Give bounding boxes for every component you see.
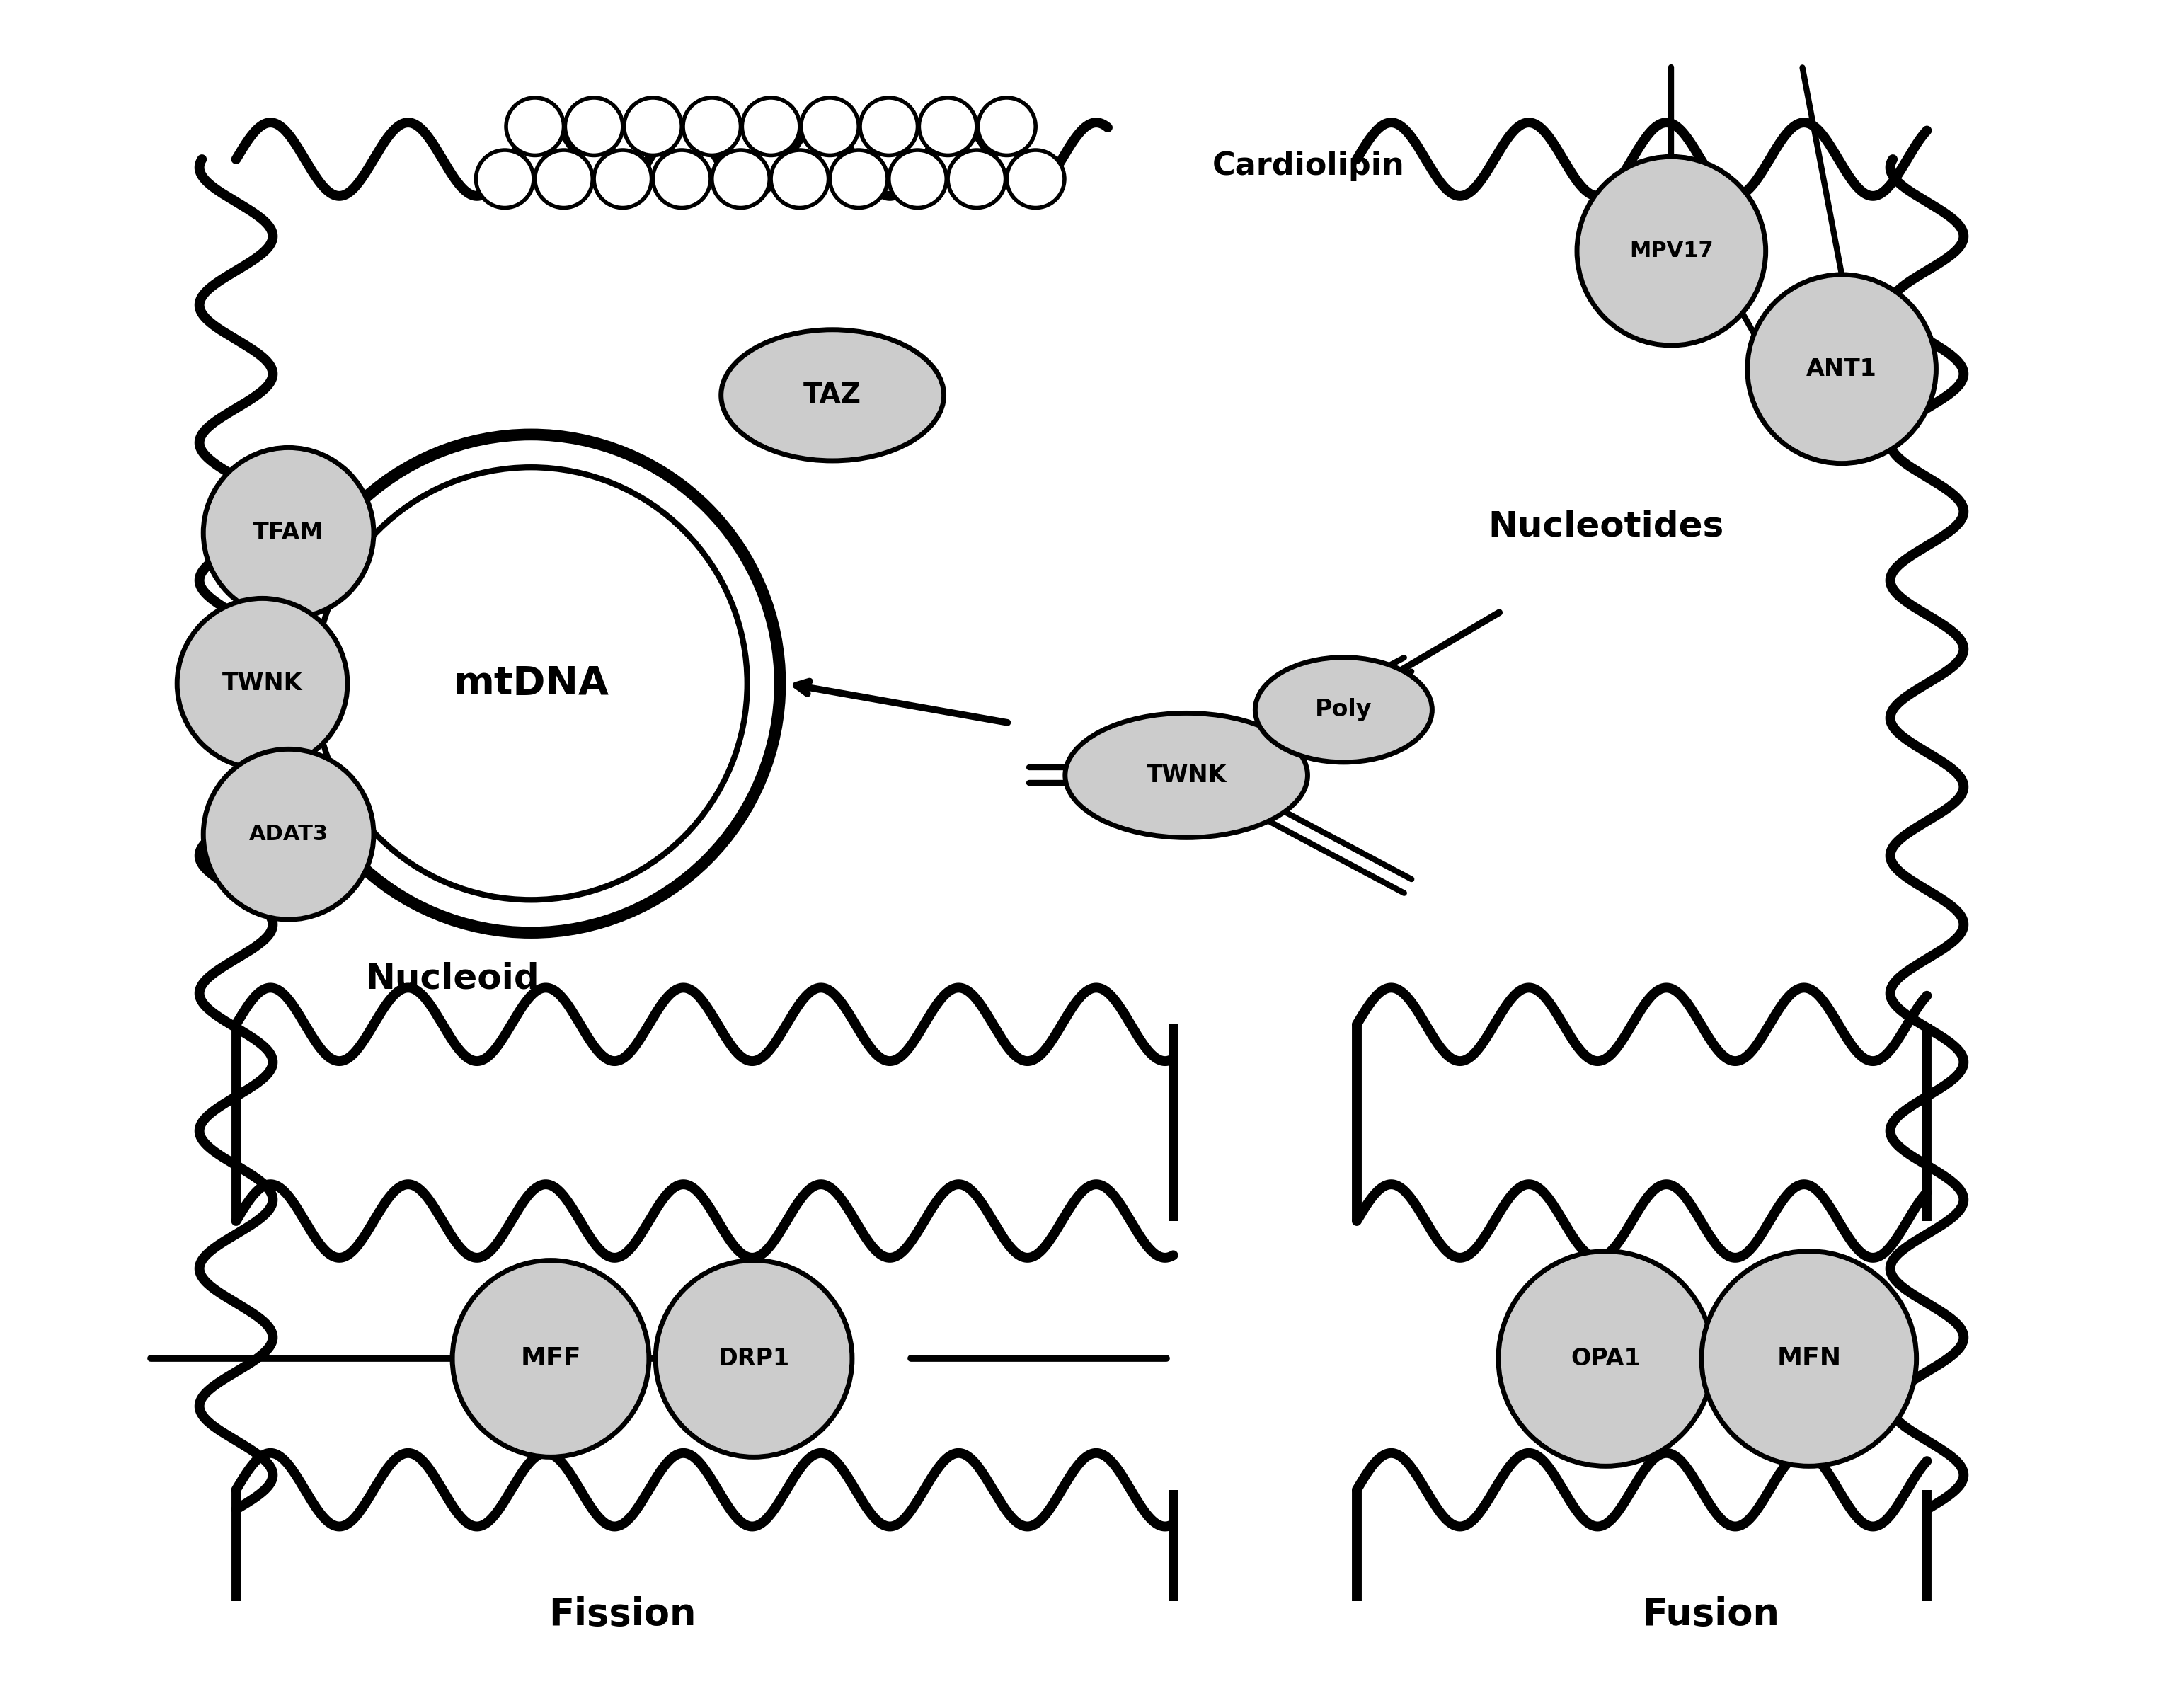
Circle shape (770, 150, 828, 208)
Circle shape (203, 750, 374, 919)
Text: Fusion: Fusion (1642, 1595, 1780, 1633)
Circle shape (1577, 157, 1765, 345)
Circle shape (742, 97, 800, 155)
Text: ANT1: ANT1 (1806, 357, 1877, 381)
Circle shape (712, 150, 770, 208)
Text: mtDNA: mtDNA (452, 664, 608, 702)
Circle shape (534, 150, 593, 208)
Text: ADAT3: ADAT3 (249, 823, 329, 844)
Circle shape (625, 97, 681, 155)
Circle shape (889, 150, 947, 208)
Circle shape (800, 97, 859, 155)
Circle shape (316, 468, 746, 900)
Circle shape (684, 97, 740, 155)
Circle shape (476, 150, 534, 208)
Text: TAZ: TAZ (802, 383, 861, 408)
Circle shape (452, 1261, 649, 1457)
Ellipse shape (1064, 712, 1309, 837)
Circle shape (947, 150, 1006, 208)
Circle shape (861, 97, 917, 155)
Circle shape (1006, 150, 1064, 208)
Text: Fission: Fission (549, 1595, 696, 1633)
Text: Nucleotides: Nucleotides (1488, 509, 1724, 543)
Text: DRP1: DRP1 (718, 1348, 789, 1370)
Circle shape (281, 434, 781, 933)
Circle shape (506, 97, 565, 155)
Circle shape (831, 150, 887, 208)
Ellipse shape (1255, 658, 1432, 762)
Circle shape (653, 150, 712, 208)
Text: Nucleoid: Nucleoid (366, 962, 539, 996)
Circle shape (595, 150, 651, 208)
Circle shape (177, 598, 348, 769)
Text: TWNK: TWNK (223, 671, 303, 695)
Circle shape (978, 97, 1036, 155)
Text: OPA1: OPA1 (1570, 1348, 1642, 1370)
Text: TWNK: TWNK (1146, 763, 1226, 787)
Circle shape (1748, 275, 1936, 463)
Text: MPV17: MPV17 (1629, 241, 1713, 261)
Text: TFAM: TFAM (253, 521, 324, 545)
Text: Poly: Poly (1315, 699, 1371, 721)
Text: MFN: MFN (1776, 1346, 1841, 1372)
Text: Cardiolipin: Cardiolipin (1213, 150, 1406, 181)
Circle shape (919, 97, 978, 155)
Circle shape (565, 97, 623, 155)
Circle shape (203, 447, 374, 618)
Text: MFF: MFF (521, 1346, 582, 1372)
Circle shape (1499, 1252, 1713, 1465)
Circle shape (1702, 1252, 1916, 1465)
Ellipse shape (720, 330, 943, 461)
Circle shape (655, 1261, 852, 1457)
